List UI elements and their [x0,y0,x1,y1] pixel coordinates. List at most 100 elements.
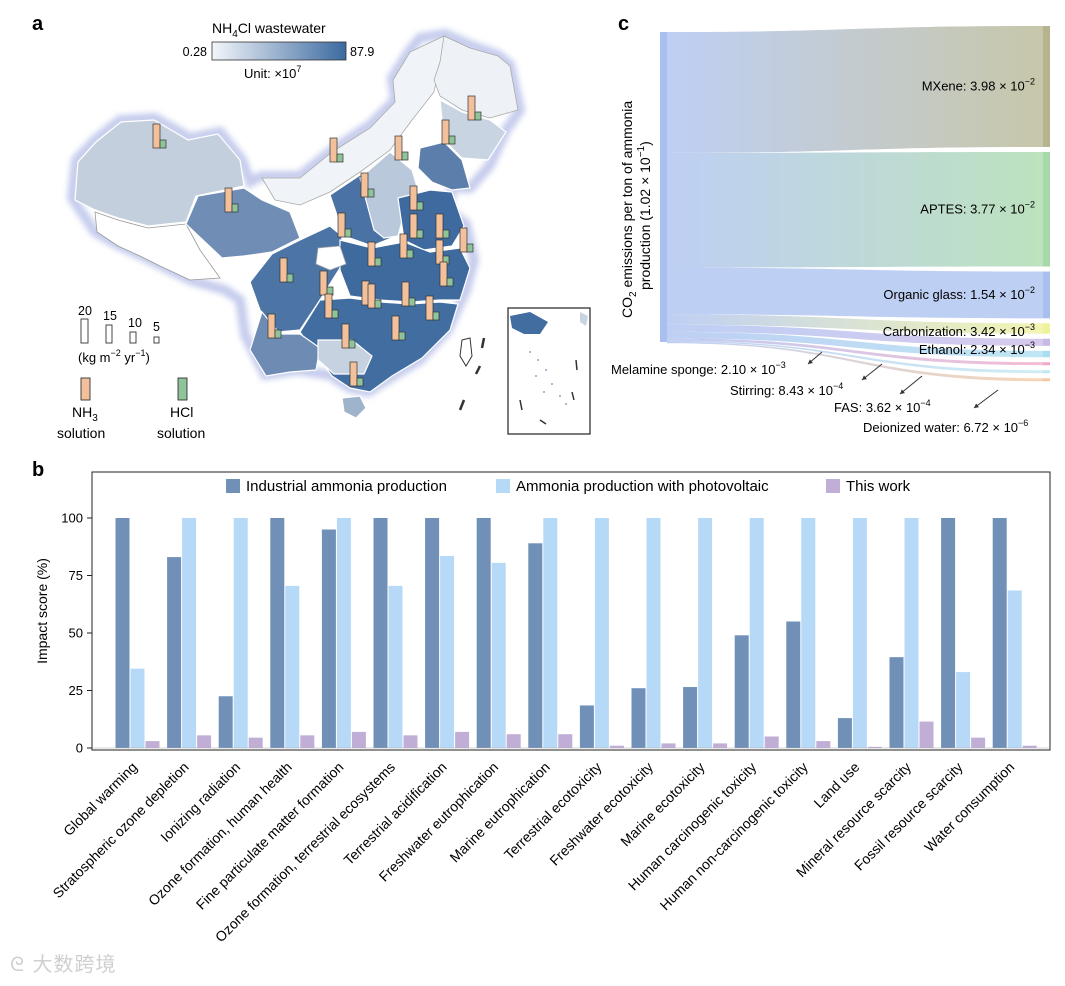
bar-industrial [373,518,388,748]
hcl-bar [286,273,294,283]
hcl-bar [416,229,424,239]
map-outline [66,28,526,398]
bar-industrial [528,543,543,748]
bar-this-work [971,737,986,748]
callout-arrowhead [900,389,905,394]
bar-industrial [683,687,698,748]
scale-unit: Unit: ×107 [244,64,301,81]
bar-industrial [270,518,285,748]
province-ningxia [315,245,347,271]
hcl-bar [406,249,414,259]
bar-industrial [837,718,852,748]
bar-this-work [1022,745,1037,748]
sankey-label: Stirring: 8.43 × 10−4 [730,381,843,398]
bar-this-work [609,745,624,748]
bar-photovoltaic [904,518,919,748]
nh3-bar [267,313,276,339]
province-yunnan [249,310,321,377]
hcl-bar [344,228,352,238]
hcl-bar [442,229,450,239]
sankey-label: FAS: 3.62 × 10−4 [834,398,931,415]
bar-industrial [321,529,336,748]
hcl-bar [348,339,356,349]
bar-photovoltaic [646,518,661,748]
plot-frame [91,471,1051,751]
bar-industrial [425,518,440,748]
nh3-bar [467,95,476,121]
watermark-icon: ᘓ [10,952,26,976]
bar-photovoltaic [749,518,764,748]
bar-industrial [734,635,749,748]
hcl-bar [466,243,474,253]
sankey-label: MXene: 3.98 × 10−2 [922,76,1035,93]
hcl-bar [374,257,382,267]
nh3-bar [435,239,444,265]
sankey-target-node [1043,378,1050,382]
nh3-bar [409,185,418,211]
nh3-bar [349,361,358,387]
bar-industrial [115,518,130,748]
china-choropleth-map: a NH4Cl wastewater 0.28 87.9 Unit: ×107 [32,13,591,441]
hcl-bar [474,111,482,121]
hcl-bar [331,309,339,319]
bar-this-work [403,735,418,748]
nh3-bar [367,241,376,267]
bar-this-work [558,734,573,748]
legend-swatch [826,479,840,493]
scale-min: 0.28 [183,45,207,59]
impact-bar-chart: b Impact score (%) 0 25 50 75 100 Global war… [32,459,1051,945]
hcl-bar [159,139,167,149]
province-hainan [341,395,367,419]
hcl-bar [274,329,282,339]
bar-industrial [992,518,1007,748]
province-tibet [94,211,221,281]
sankey-labels: MXene: 3.98 × 10−2 APTES: 3.77 × 10−2 Orga… [611,76,1035,435]
hcl-legend-label: HCl [170,404,193,420]
bar-this-work [867,746,882,748]
hcl-bar [367,188,375,198]
sankey-flow [667,338,1043,366]
nh3-bar [439,261,448,287]
bar-photovoltaic [233,518,248,748]
x-category-label: Water consumption [921,759,1017,855]
province-liaoning [417,141,471,191]
panel-c-letter: c [618,13,629,35]
bar-industrial [786,621,801,748]
sankey-flow [667,341,1043,382]
y-axis-label: Impact score (%) [34,558,50,664]
hcl-bar [398,331,406,341]
sankey-label: Organic glass: 1.54 × 10−2 [883,285,1035,302]
sankey-label: Ethanol: 2.34 × 10−3 [919,340,1035,357]
watermark: ᘓ 大数跨境 [10,948,116,977]
nh3-legend-label: NH3 [72,404,98,424]
sankey-target-node [1043,350,1050,358]
x-category-label: Terrestrial acidification [340,759,449,868]
callout-arrowhead [862,375,867,380]
x-category-label: Marine eutrophication [446,759,553,866]
hcl-bar [416,201,424,211]
sankey-label: Carbonization: 3.42 × 10−3 [883,322,1035,339]
panel-a-letter: a [32,13,44,35]
sankey-label: APTES: 3.77 × 10−2 [920,199,1035,216]
callout-arrowhead [808,359,813,364]
legend-label: Ammonia production with photovoltaic [516,478,769,495]
province-bar-markers [152,95,482,387]
nh3-bar [152,123,161,149]
province-qinghai [185,187,301,259]
x-category-label: Ozone formation, terrestrial ecosystems [212,759,398,945]
bar-this-work [248,737,263,748]
provinces [74,35,519,419]
province-shandong-hebei [397,189,465,251]
svg-text:CO2 emissions per ton of ammon: CO2 emissions per ton of ammonia [619,101,639,318]
bar-this-work [919,721,934,748]
bar-this-work [300,735,315,748]
nh3-bar [425,295,434,321]
sea-boundaries [458,337,486,411]
chart-legend: Industrial ammonia production Ammonia pro… [226,478,911,495]
bar-this-work [816,741,831,748]
hcl-bar [336,153,344,163]
bar-scale-unit: (kg m−2 yr−1) [78,348,150,365]
nh3-legend-swatch [80,377,91,401]
bar-industrial [167,557,182,748]
nh3-bar [224,187,233,213]
